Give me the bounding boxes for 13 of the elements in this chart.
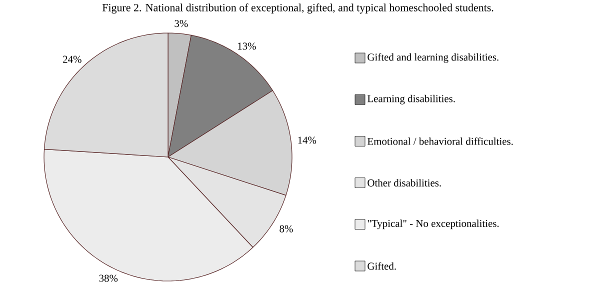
data-label: 8% <box>280 225 293 232</box>
legend-label: Gifted and learning disabilities. <box>368 53 498 63</box>
chart-title: Figure 2. National distribution of exceptional, gifted, and typical homeschooled students. <box>102 4 494 14</box>
legend-label: "Typical" - No exceptionalities. <box>368 220 499 230</box>
legend-label: Gifted. <box>368 262 396 270</box>
legend-label: Learning disabilities. <box>368 94 455 104</box>
data-label: 14% <box>298 136 316 144</box>
data-label: 24% <box>63 56 82 63</box>
legend-label: Emotional / behavioral difficulties. <box>368 137 513 145</box>
legend-label: Other disabilities. <box>368 179 441 186</box>
data-label: 13% <box>238 42 256 50</box>
data-label: 38% <box>99 274 118 282</box>
data-label: 3% <box>174 20 188 28</box>
